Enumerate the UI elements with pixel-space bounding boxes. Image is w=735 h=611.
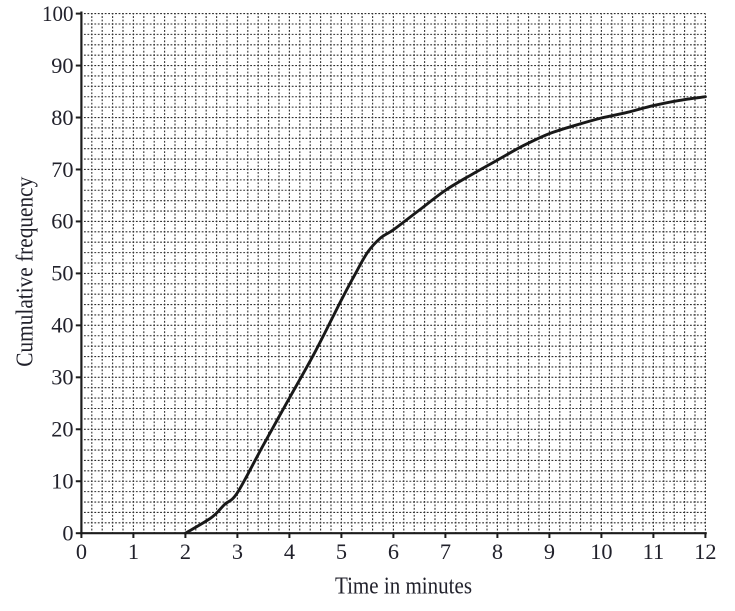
svg-text:100: 100 [42, 1, 74, 26]
svg-text:20: 20 [51, 417, 73, 442]
svg-text:0: 0 [62, 521, 73, 546]
svg-text:60: 60 [51, 209, 73, 234]
svg-text:Cumulative frequency: Cumulative frequency [12, 176, 39, 367]
svg-text:3: 3 [232, 539, 243, 564]
svg-text:70: 70 [51, 157, 73, 182]
svg-text:90: 90 [51, 53, 73, 78]
svg-text:9: 9 [544, 539, 555, 564]
svg-text:5: 5 [336, 539, 347, 564]
svg-text:2: 2 [180, 539, 191, 564]
svg-text:Time in minutes: Time in minutes [335, 573, 472, 600]
svg-text:0: 0 [76, 539, 87, 564]
svg-text:8: 8 [492, 539, 503, 564]
svg-text:80: 80 [51, 105, 73, 130]
svg-text:50: 50 [51, 261, 73, 286]
svg-text:40: 40 [51, 313, 73, 338]
svg-text:12: 12 [694, 539, 716, 564]
svg-text:10: 10 [51, 469, 73, 494]
svg-text:11: 11 [643, 539, 664, 564]
svg-text:1: 1 [128, 539, 139, 564]
svg-text:10: 10 [590, 539, 612, 564]
svg-text:4: 4 [284, 539, 295, 564]
svg-text:30: 30 [51, 365, 73, 390]
svg-text:7: 7 [440, 539, 451, 564]
svg-text:6: 6 [388, 539, 399, 564]
